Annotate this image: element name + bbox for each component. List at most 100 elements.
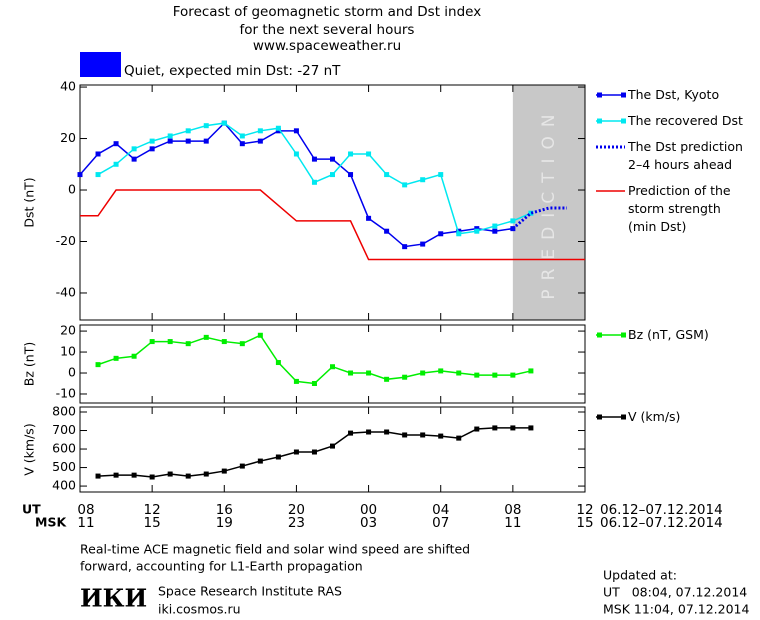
data-point xyxy=(131,353,137,359)
date-range: 06.12–07.12.2014 xyxy=(600,502,723,518)
legend-label: Bz (nT, GSM) xyxy=(628,327,709,342)
date-range: 06.12–07.12.2014 xyxy=(600,515,723,531)
data-point xyxy=(185,473,191,479)
data-point xyxy=(510,425,516,431)
prediction-label: PREDICTION xyxy=(539,105,559,299)
msk-tick-label: 19 xyxy=(216,515,233,531)
series-line xyxy=(79,121,513,248)
data-point xyxy=(95,362,101,368)
data-point xyxy=(366,370,372,376)
data-point xyxy=(95,151,101,157)
plot-frame xyxy=(79,324,586,404)
series-line xyxy=(97,334,532,385)
msk-tick-label: 15 xyxy=(576,515,593,531)
data-point xyxy=(402,432,408,438)
data-point xyxy=(311,179,317,185)
title-line: Forecast of geomagnetic storm and Dst in… xyxy=(173,4,481,20)
institute-url: iki.cosmos.ru xyxy=(158,602,241,617)
institute-name: Space Research Institute RAS xyxy=(158,584,342,599)
x-tick-label: 12 xyxy=(576,502,593,518)
data-point xyxy=(257,138,263,144)
data-point xyxy=(203,138,209,144)
y-tick-label: -40 xyxy=(56,284,76,299)
data-point xyxy=(528,210,534,216)
data-point xyxy=(185,138,191,144)
msk-tick-label: 11 xyxy=(77,515,94,531)
series-line xyxy=(97,122,532,235)
data-point xyxy=(438,231,444,237)
plot-frame xyxy=(79,84,586,321)
data-point xyxy=(528,425,534,431)
data-point xyxy=(311,381,317,386)
data-point xyxy=(474,426,480,432)
updated-msk: MSK 11:04, 07.12.2014 xyxy=(603,602,749,617)
data-point xyxy=(167,471,173,477)
data-point xyxy=(474,372,480,378)
data-point xyxy=(257,458,263,464)
legend-marker xyxy=(621,118,626,124)
data-point xyxy=(492,425,498,431)
status-text: Quiet, expected min Dst: -27 nT xyxy=(124,63,341,79)
data-point xyxy=(330,364,335,370)
legend-label: The Dst prediction 2–4 hours ahead xyxy=(627,139,743,172)
data-point xyxy=(95,172,101,178)
logo: ИКИ xyxy=(80,584,147,613)
data-point xyxy=(167,339,173,345)
y-tick-label: 20 xyxy=(60,130,76,145)
data-point xyxy=(275,360,281,366)
data-point xyxy=(384,172,390,178)
data-point xyxy=(348,430,354,436)
y-tick-label: 400 xyxy=(52,478,76,493)
data-point xyxy=(221,468,227,474)
data-point xyxy=(113,355,119,361)
data-point xyxy=(456,370,462,376)
data-point xyxy=(366,429,372,435)
footnote: Real-time ACE magnetic field and solar w… xyxy=(80,542,470,557)
data-point xyxy=(131,156,137,162)
series-line xyxy=(511,206,567,230)
data-point xyxy=(492,223,498,229)
data-point xyxy=(203,123,209,129)
data-point xyxy=(257,332,263,338)
data-point xyxy=(149,138,155,144)
data-point xyxy=(384,228,390,234)
data-point xyxy=(474,228,480,234)
title-line: for the next several hours xyxy=(240,22,415,38)
y-tick-label: 700 xyxy=(52,422,76,437)
y-axis-label: V (km/s) xyxy=(22,423,37,475)
x-tick-label: 20 xyxy=(288,502,305,518)
legend-marker xyxy=(597,92,602,98)
legend-label: The Dst, Kyoto xyxy=(627,87,719,102)
legend-label: Prediction of the storm strength (min Dst) xyxy=(628,183,731,234)
data-point xyxy=(275,128,281,134)
data-point xyxy=(420,432,426,438)
data-point xyxy=(510,218,516,224)
data-point xyxy=(167,133,173,139)
data-point xyxy=(438,433,444,439)
data-point xyxy=(492,228,498,234)
data-point xyxy=(149,146,155,152)
x-axis-label: UT xyxy=(22,502,41,517)
data-point xyxy=(456,228,462,234)
data-point xyxy=(438,172,444,178)
msk-tick-label: 15 xyxy=(144,515,161,531)
data-point xyxy=(239,341,245,347)
msk-tick-label: 23 xyxy=(288,515,305,531)
updated-label: Updated at: xyxy=(603,568,677,583)
series-line xyxy=(80,189,585,261)
y-tick-label: 40 xyxy=(60,79,76,94)
y-tick-label: 10 xyxy=(60,344,76,359)
x-tick-label: 12 xyxy=(144,502,161,518)
data-point xyxy=(113,472,119,478)
legend-label: V (km/s) xyxy=(628,409,680,424)
data-point xyxy=(221,339,227,345)
msk-tick-label: 07 xyxy=(432,515,449,531)
data-point xyxy=(402,182,408,188)
data-point xyxy=(330,443,335,449)
y-axis-label: Bz (nT) xyxy=(22,342,37,386)
data-point xyxy=(384,429,390,435)
legend-marker xyxy=(597,118,602,124)
plot-frame xyxy=(79,406,586,493)
data-point xyxy=(257,128,263,134)
